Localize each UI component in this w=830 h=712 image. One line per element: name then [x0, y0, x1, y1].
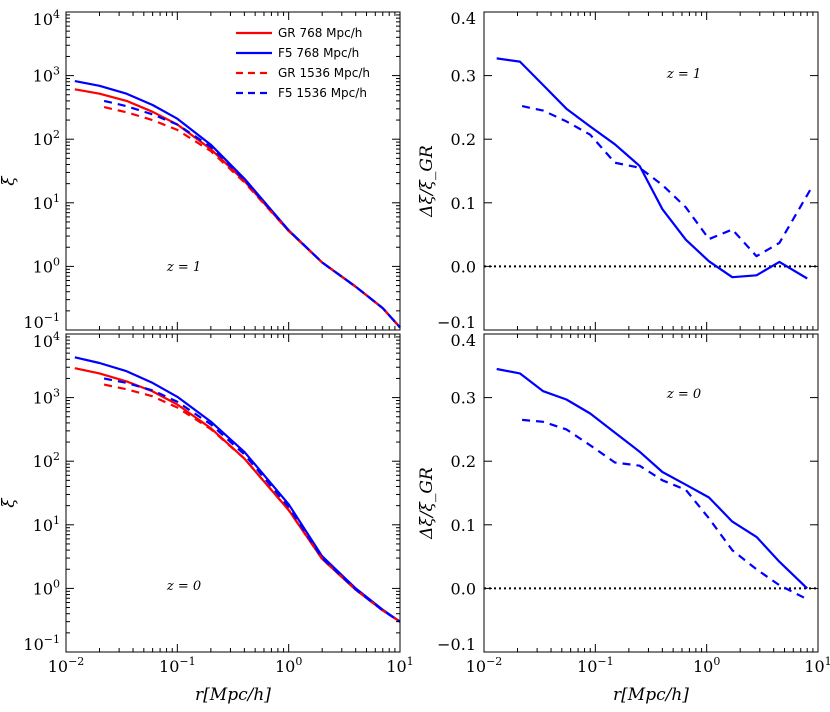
- panel-xi-z1: 10−1 100 101 102 103 104 ξ z = 1 GR 768 Mpc/h…: [0, 8, 401, 332]
- x-axis-label-right: r[Mpc/h]: [613, 685, 689, 705]
- legend-label-f5-768: F5 768 Mpc/h: [278, 46, 359, 60]
- series-line-f5-768: [74, 356, 401, 623]
- y-tick-label: −0.1: [437, 635, 476, 654]
- y-tick-label: 0.2: [451, 452, 476, 471]
- y-tick-label: 103: [33, 387, 60, 408]
- x-tick-label: 10−1: [159, 655, 196, 676]
- y-tick-label: 103: [33, 65, 60, 86]
- y-axis-label: ξ: [0, 497, 19, 508]
- y-tick-label: 102: [33, 128, 60, 149]
- x-tick-label: 100: [275, 655, 302, 676]
- legend: GR 768 Mpc/h F5 768 Mpc/h GR 1536 Mpc/h …: [236, 26, 370, 100]
- series-line-f5-1536: [521, 105, 812, 258]
- x-tick-label: 101: [386, 655, 413, 676]
- ticks-layer: −0.1 0.0 0.1 0.2 0.3 0.4: [437, 9, 819, 332]
- series-line-f5-768: [496, 57, 808, 280]
- panel-delta-xi-z1: −0.1 0.0 0.1 0.2 0.3 0.4 Δξ/ξ_GR z = 1: [417, 9, 819, 332]
- redshift-annotation: z = 1: [166, 260, 201, 275]
- series-line-f5-1536: [103, 99, 401, 329]
- series-line-gr-1536: [103, 383, 401, 623]
- redshift-annotation: z = 1: [666, 67, 701, 82]
- y-tick-label: 101: [33, 514, 60, 535]
- legend-label-gr-768: GR 768 Mpc/h: [278, 26, 362, 40]
- plot-frame: [483, 11, 819, 331]
- ticks-layer: 10−2 10−1 100 101 −0.1 0.0 0.1 0.2 0.3 0.4: [437, 331, 830, 676]
- series-line-f5-1536: [522, 418, 808, 601]
- y-axis-label: Δξ/ξ_GR: [417, 145, 437, 218]
- y-tick-label: 0.3: [451, 67, 476, 86]
- y-tick-label: 0.4: [451, 331, 476, 350]
- series-layer: [484, 57, 818, 280]
- series-line-gr-1536: [103, 106, 401, 329]
- legend-label-gr-1536: GR 1536 Mpc/h: [278, 66, 370, 80]
- y-tick-label: 101: [33, 192, 60, 213]
- y-tick-label: 102: [33, 450, 60, 471]
- plot-frame: [483, 333, 819, 653]
- y-tick-label: 0.2: [451, 130, 476, 149]
- series-line-f5-768: [74, 80, 401, 329]
- series-layer: [484, 367, 818, 601]
- series-line-f5-768: [496, 367, 808, 590]
- plot-frame: [65, 333, 401, 653]
- y-tick-label: 0.1: [451, 516, 476, 535]
- x-tick-label: 10−1: [577, 655, 614, 676]
- series-line-gr-768: [74, 88, 401, 329]
- series-line-f5-1536: [103, 377, 401, 623]
- panel-delta-xi-z0: 10−2 10−1 100 101 −0.1 0.0 0.1 0.2 0.3 0.4 Δξ/ξ_G…: [417, 331, 830, 676]
- redshift-annotation: z = 0: [666, 387, 701, 402]
- series-layer: [74, 80, 401, 329]
- y-axis-label: Δξ/ξ_GR: [417, 467, 437, 540]
- y-tick-label: 104: [33, 330, 60, 351]
- y-tick-label: 0.0: [451, 257, 476, 276]
- y-tick-label: 10−1: [23, 311, 60, 332]
- y-tick-label: −0.1: [437, 313, 476, 332]
- y-tick-label: 10−1: [23, 633, 60, 654]
- y-tick-label: 100: [33, 577, 60, 598]
- plot-frame: [65, 11, 401, 331]
- y-tick-label: 0.4: [451, 9, 476, 28]
- x-tick-label: 10−2: [466, 655, 503, 676]
- series-layer: [74, 356, 401, 623]
- y-tick-label: 100: [33, 255, 60, 276]
- y-tick-label: 0.1: [451, 194, 476, 213]
- x-tick-label: 10−2: [48, 655, 85, 676]
- x-tick-label: 100: [693, 655, 720, 676]
- legend-label-f5-1536: F5 1536 Mpc/h: [278, 86, 367, 100]
- y-tick-label: 0.3: [451, 389, 476, 408]
- x-axis-label-left: r[Mpc/h]: [195, 685, 271, 705]
- y-axis-label: ξ: [0, 175, 19, 186]
- x-tick-label: 101: [804, 655, 830, 676]
- y-tick-label: 104: [33, 8, 60, 29]
- y-tick-label: 0.0: [451, 579, 476, 598]
- redshift-annotation: z = 0: [166, 579, 201, 594]
